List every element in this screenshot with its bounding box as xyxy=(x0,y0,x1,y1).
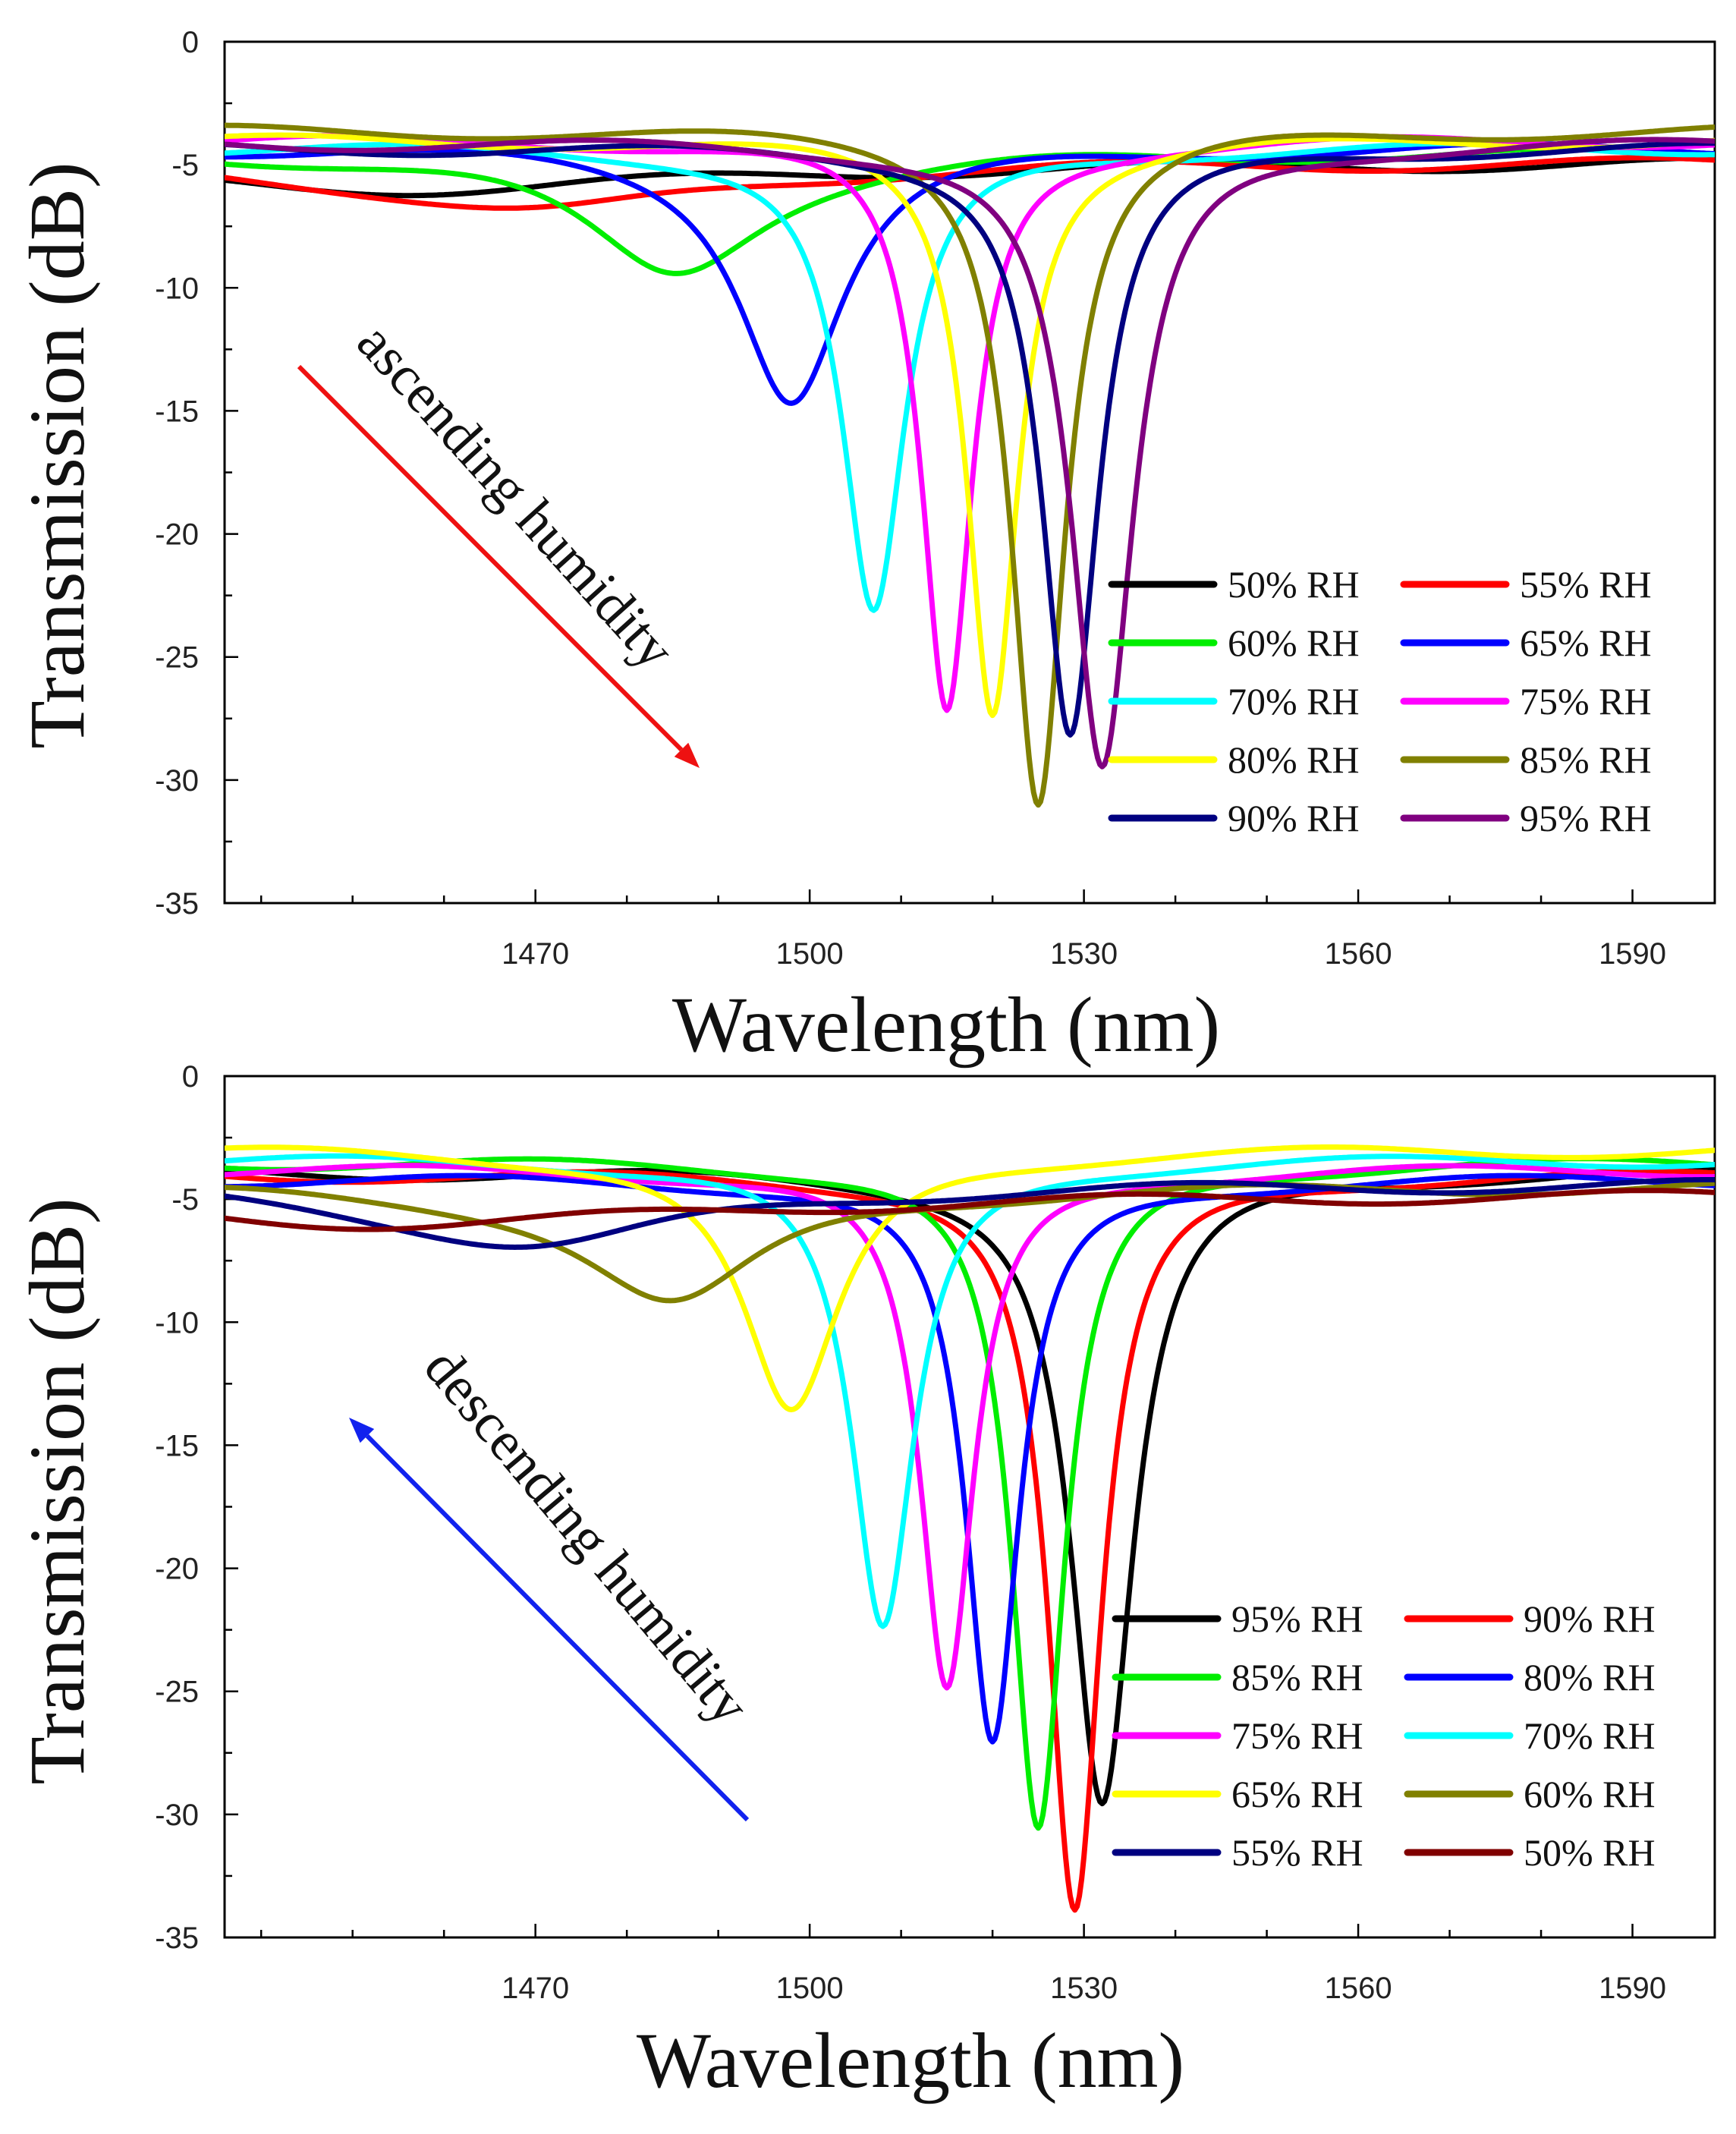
top-legend-label: 75% RH xyxy=(1520,680,1652,722)
bottom-y-tick-label: -30 xyxy=(155,1799,199,1832)
top-series-line-95 xyxy=(225,137,1715,770)
top-x-tick-label: 1530 xyxy=(1050,937,1118,971)
top-y-tick-label: -30 xyxy=(155,764,199,798)
top-y-tick-label: -25 xyxy=(155,641,199,675)
top-legend-label: 90% RH xyxy=(1228,797,1360,839)
top-y-tick-label: -20 xyxy=(155,518,199,552)
top-y-tick-label: -15 xyxy=(155,395,199,428)
bottom-y-tick-label: -25 xyxy=(155,1676,199,1709)
bottom-legend-label: 80% RH xyxy=(1524,1656,1656,1698)
bottom-series-line-80 xyxy=(225,1172,1715,1745)
bottom-series-group xyxy=(225,1144,1715,1913)
top-legend-label: 65% RH xyxy=(1520,622,1652,664)
top-x-axis-title: Wavelength (nm) xyxy=(672,981,1220,1069)
top-y-tick-label: -35 xyxy=(155,887,199,921)
bottom-series-line-55 xyxy=(225,1177,1715,1250)
bottom-y-axis-title: Transmission (dB) xyxy=(14,1198,101,1784)
bottom-x-tick-label: 1560 xyxy=(1325,1972,1392,2005)
bottom-x-tick-label: 1500 xyxy=(776,1972,844,2005)
top-legend-label: 70% RH xyxy=(1228,680,1360,722)
top-legend-label: 55% RH xyxy=(1520,563,1652,606)
top-series-group xyxy=(225,122,1715,808)
bottom-y-tick-label: -5 xyxy=(171,1183,199,1217)
bottom-series-line-50 xyxy=(225,1188,1715,1232)
bottom-y-tick-label: -35 xyxy=(155,1922,199,1955)
top-annotation-text: ascending humidity xyxy=(345,311,687,681)
top-series-line-85 xyxy=(225,122,1715,808)
top-x-tick-label: 1590 xyxy=(1599,937,1666,971)
bottom-x-tick-label: 1530 xyxy=(1050,1972,1118,2005)
bottom-x-tick-label: 1590 xyxy=(1599,1972,1666,2005)
bottom-y-tick-label: -15 xyxy=(155,1429,199,1462)
bottom-series-line-95 xyxy=(225,1166,1715,1807)
bottom-series-line-75 xyxy=(225,1163,1715,1691)
top-series-line-65 xyxy=(225,140,1715,406)
top-y-tick-label: -10 xyxy=(155,272,199,305)
top-legend-label: 80% RH xyxy=(1228,738,1360,781)
bottom-legend-label: 60% RH xyxy=(1524,1773,1656,1815)
top-y-tick-label: -5 xyxy=(171,149,199,182)
bottom-x-tick-label: 1470 xyxy=(502,1972,569,2005)
top-annotation-arrowhead xyxy=(674,742,700,768)
top-x-tick-label: 1560 xyxy=(1325,937,1392,971)
bottom-legend-label: 70% RH xyxy=(1524,1714,1656,1757)
top-legend-label: 60% RH xyxy=(1228,622,1360,664)
bottom-legend-label: 50% RH xyxy=(1524,1831,1656,1874)
bottom-panel: Transmission (dB) Wavelength (nm) descen… xyxy=(14,1060,1716,2104)
bottom-y-tick-label: 0 xyxy=(182,1060,199,1094)
bottom-legend-label: 55% RH xyxy=(1231,1831,1363,1874)
top-legend-label: 85% RH xyxy=(1520,738,1652,781)
top-series-line-50 xyxy=(225,155,1715,199)
bottom-annotation-arrow xyxy=(365,1434,750,1822)
bottom-legend-label: 95% RH xyxy=(1231,1597,1363,1640)
bottom-legend-label: 90% RH xyxy=(1524,1597,1656,1640)
bottom-y-tick-label: -20 xyxy=(155,1553,199,1586)
top-y-axis-title: Transmission (dB) xyxy=(14,162,101,748)
top-series-line-90 xyxy=(225,140,1715,738)
bottom-x-axis-title: Wavelength (nm) xyxy=(637,2017,1184,2104)
top-annotation-arrow xyxy=(297,364,684,752)
bottom-legend-label: 75% RH xyxy=(1231,1714,1363,1757)
top-y-tick-label: 0 xyxy=(182,26,199,59)
bottom-annotation-arrowhead xyxy=(349,1418,375,1443)
top-legend-label: 50% RH xyxy=(1228,563,1360,606)
top-x-tick-label: 1470 xyxy=(502,937,569,971)
top-panel: Transmission (dB) Wavelength (nm) ascend… xyxy=(14,26,1716,1069)
bottom-series-line-65 xyxy=(225,1144,1715,1412)
bottom-legend-label: 85% RH xyxy=(1231,1656,1363,1698)
top-x-tick-label: 1500 xyxy=(776,937,844,971)
bottom-y-tick-label: -10 xyxy=(155,1306,199,1339)
bottom-legend-label: 65% RH xyxy=(1231,1773,1363,1815)
top-legend-label: 95% RH xyxy=(1520,797,1652,839)
